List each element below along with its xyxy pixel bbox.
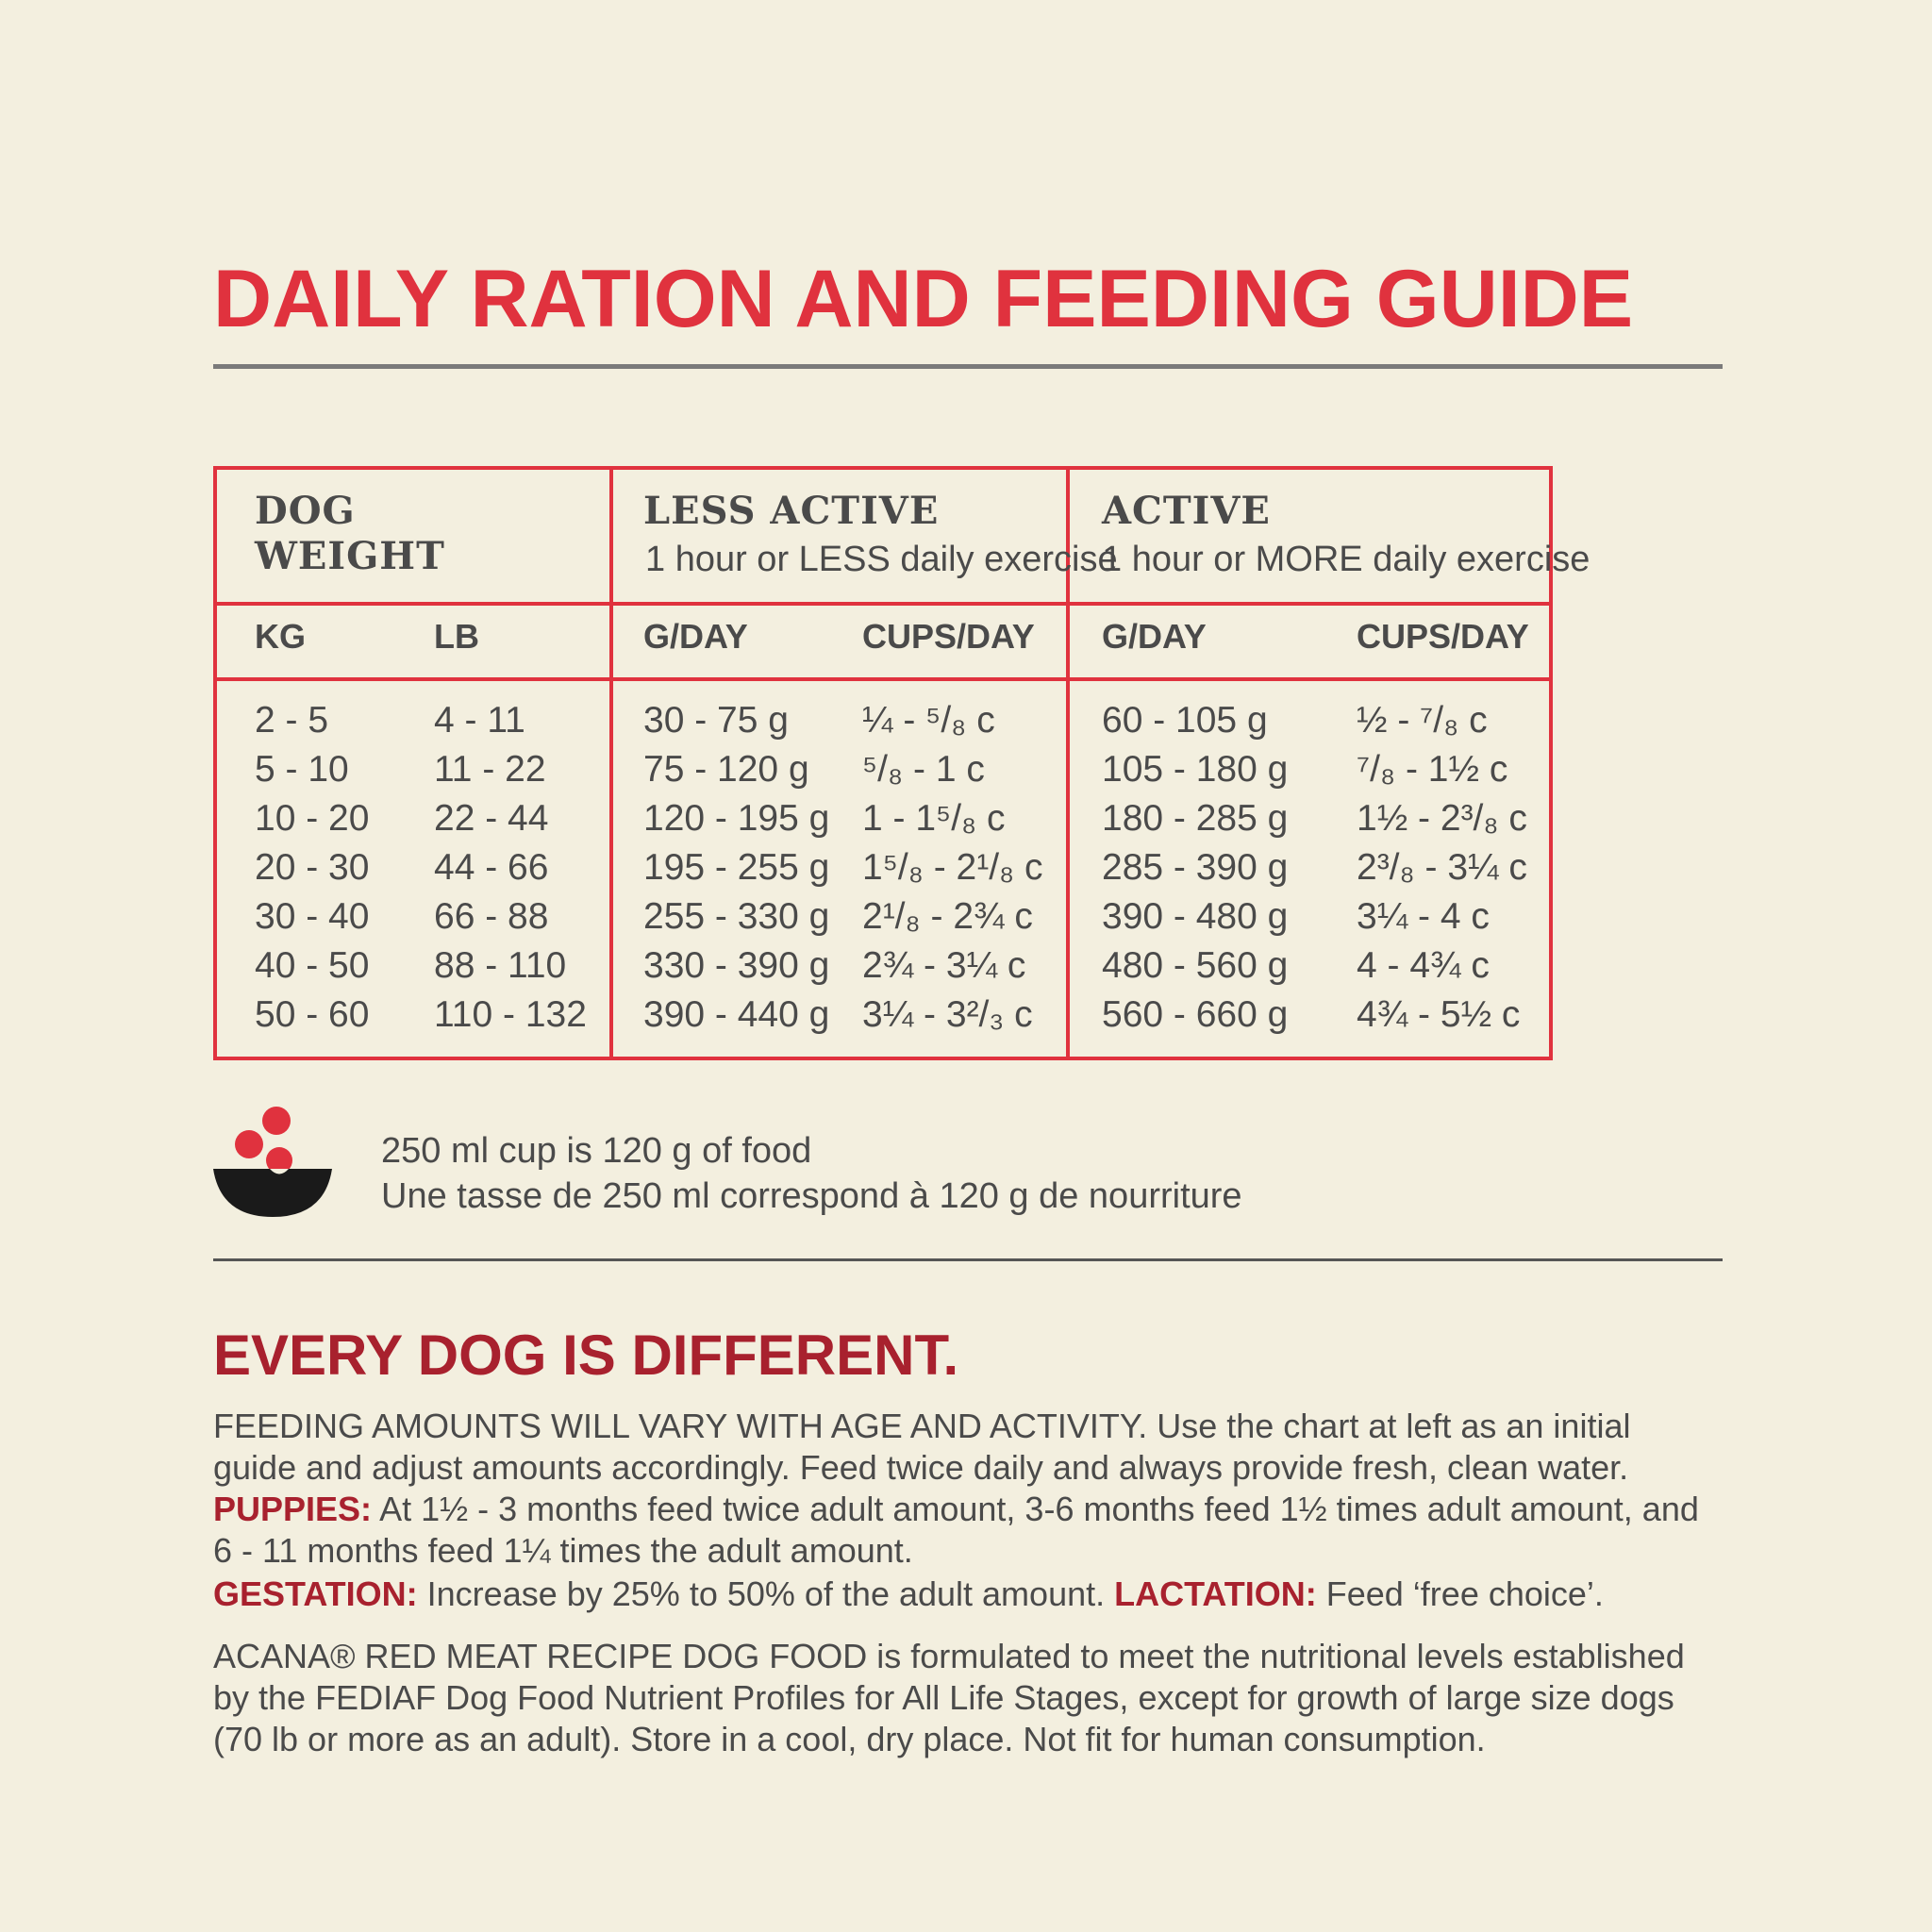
less-active-subheader: 1 hour or LESS daily exercise	[645, 540, 1118, 579]
cup-note: 250 ml cup is 120 g of food Une tasse de…	[381, 1128, 1242, 1219]
gestation-text: Increase by 25% to 50% of the adult amou…	[417, 1574, 1115, 1613]
gestation-paragraph: GESTATION: Increase by 25% to 50% of the…	[213, 1574, 1723, 1615]
acana-statement: ACANA® RED MEAT RECIPE DOG FOOD is formu…	[213, 1637, 1685, 1758]
lb-column: 4 - 11 11 - 22 22 - 44 44 - 66 66 - 88 8…	[434, 696, 587, 1040]
active-cups-column: ½ - ⁷/₈ c ⁷/₈ - 1½ c 1½ - 2³/₈ c 2³/₈ - …	[1357, 696, 1527, 1040]
table-cell: 4 - 4¾ c	[1357, 945, 1490, 986]
table-divider-h2	[217, 677, 1549, 681]
table-cell: 1 - 1⁵/₈ c	[862, 798, 1006, 839]
lactation-text: Feed ‘free choice’.	[1316, 1574, 1604, 1613]
table-cell: 390 - 440 g	[643, 994, 830, 1035]
less-active-header: LESS ACTIVE	[643, 489, 940, 533]
table-cell: 2³/₈ - 3¼ c	[1357, 847, 1527, 888]
section-divider	[213, 1258, 1723, 1261]
table-cell: 330 - 390 g	[643, 945, 830, 986]
table-cell: ⁷/₈ - 1½ c	[1357, 749, 1508, 790]
dog-weight-header-line1: DOG	[255, 489, 356, 533]
kg-column: 2 - 5 5 - 10 10 - 20 20 - 30 30 - 40 40 …	[255, 696, 369, 1040]
col-header-cups-active: CUPS/DAY	[1357, 617, 1529, 656]
active-subheader: 1 hour or MORE daily exercise	[1102, 540, 1591, 579]
table-cell: 285 - 390 g	[1102, 847, 1289, 888]
table-cell: 60 - 105 g	[1102, 700, 1268, 741]
table-cell: 560 - 660 g	[1102, 994, 1289, 1035]
table-cell: 30 - 75 g	[643, 700, 789, 741]
table-cell: 44 - 66	[434, 847, 549, 888]
table-cell: 3¼ - 4 c	[1357, 896, 1490, 937]
table-cell: 480 - 560 g	[1102, 945, 1289, 986]
food-bowl-icon	[213, 1107, 332, 1217]
title-divider	[213, 364, 1723, 369]
table-cell: 110 - 132	[434, 994, 587, 1035]
table-cell: 50 - 60	[255, 994, 370, 1035]
table-cell: 30 - 40	[255, 896, 370, 937]
puppies-label: PUPPIES:	[213, 1490, 373, 1528]
table-cell: 105 - 180 g	[1102, 749, 1289, 790]
table-cell: 390 - 480 g	[1102, 896, 1289, 937]
active-header: ACTIVE	[1102, 489, 1271, 533]
page-title: DAILY RATION AND FEEDING GUIDE	[213, 254, 1634, 344]
table-cell: 195 - 255 g	[643, 847, 830, 888]
table-divider-v1	[609, 470, 613, 1057]
less-active-cups-column: ¼ - ⁵/₈ c ⁵/₈ - 1 c 1 - 1⁵/₈ c 1⁵/₈ - 2¹…	[862, 696, 1043, 1040]
table-cell: 2 - 5	[255, 700, 329, 741]
cup-note-french: Une tasse de 250 ml correspond à 120 g d…	[381, 1176, 1242, 1216]
feeding-table	[213, 466, 1553, 1060]
col-header-gday-active: G/DAY	[1102, 617, 1207, 656]
puppies-text: At 1½ - 3 months feed twice adult amount…	[213, 1490, 1699, 1570]
table-cell: 4 - 11	[434, 700, 525, 741]
table-cell: 2¾ - 3¼ c	[862, 945, 1026, 986]
table-cell: 1½ - 2³/₈ c	[1357, 798, 1527, 839]
table-cell: 11 - 22	[434, 749, 546, 790]
col-header-kg: KG	[255, 617, 306, 656]
table-cell: 40 - 50	[255, 945, 370, 986]
table-cell: 5 - 10	[255, 749, 349, 790]
section-heading: EVERY DOG IS DIFFERENT.	[213, 1324, 959, 1387]
gestation-label: GESTATION:	[213, 1574, 418, 1613]
table-cell: 20 - 30	[255, 847, 370, 888]
table-cell: 180 - 285 g	[1102, 798, 1289, 839]
table-cell: 2¹/₈ - 2¾ c	[862, 896, 1033, 937]
table-cell: 88 - 110	[434, 945, 567, 986]
col-header-cups-less: CUPS/DAY	[862, 617, 1035, 656]
table-cell: ½ - ⁷/₈ c	[1357, 700, 1488, 741]
table-cell: 10 - 20	[255, 798, 370, 839]
table-cell: 22 - 44	[434, 798, 549, 839]
cup-note-english: 250 ml cup is 120 g of food	[381, 1131, 812, 1171]
puppies-paragraph: PUPPIES: At 1½ - 3 months feed twice adu…	[213, 1489, 1723, 1572]
table-cell: 1⁵/₈ - 2¹/₈ c	[862, 847, 1043, 888]
table-cell: 75 - 120 g	[643, 749, 809, 790]
dog-weight-header: DOG WEIGHT	[255, 489, 445, 579]
active-gday-column: 60 - 105 g 105 - 180 g 180 - 285 g 285 -…	[1102, 696, 1288, 1040]
table-cell: 66 - 88	[434, 896, 549, 937]
table-cell: 4¾ - 5½ c	[1357, 994, 1521, 1035]
feeding-amounts-paragraph: FEEDING AMOUNTS WILL VARY WITH AGE AND A…	[213, 1407, 1631, 1487]
dog-weight-header-line2: WEIGHT	[255, 534, 445, 578]
table-cell: 120 - 195 g	[643, 798, 830, 839]
lactation-label: LACTATION:	[1114, 1574, 1317, 1613]
table-cell: ¼ - ⁵/₈ c	[862, 700, 995, 741]
table-divider-h1	[217, 602, 1549, 606]
less-active-gday-column: 30 - 75 g 75 - 120 g 120 - 195 g 195 - 2…	[643, 696, 829, 1040]
table-cell: ⁵/₈ - 1 c	[862, 749, 985, 790]
table-cell: 3¼ - 3²/₃ c	[862, 994, 1033, 1035]
col-header-lb: LB	[434, 617, 479, 656]
table-divider-v2	[1066, 470, 1070, 1057]
table-cell: 255 - 330 g	[643, 896, 830, 937]
col-header-gday-less: G/DAY	[643, 617, 748, 656]
